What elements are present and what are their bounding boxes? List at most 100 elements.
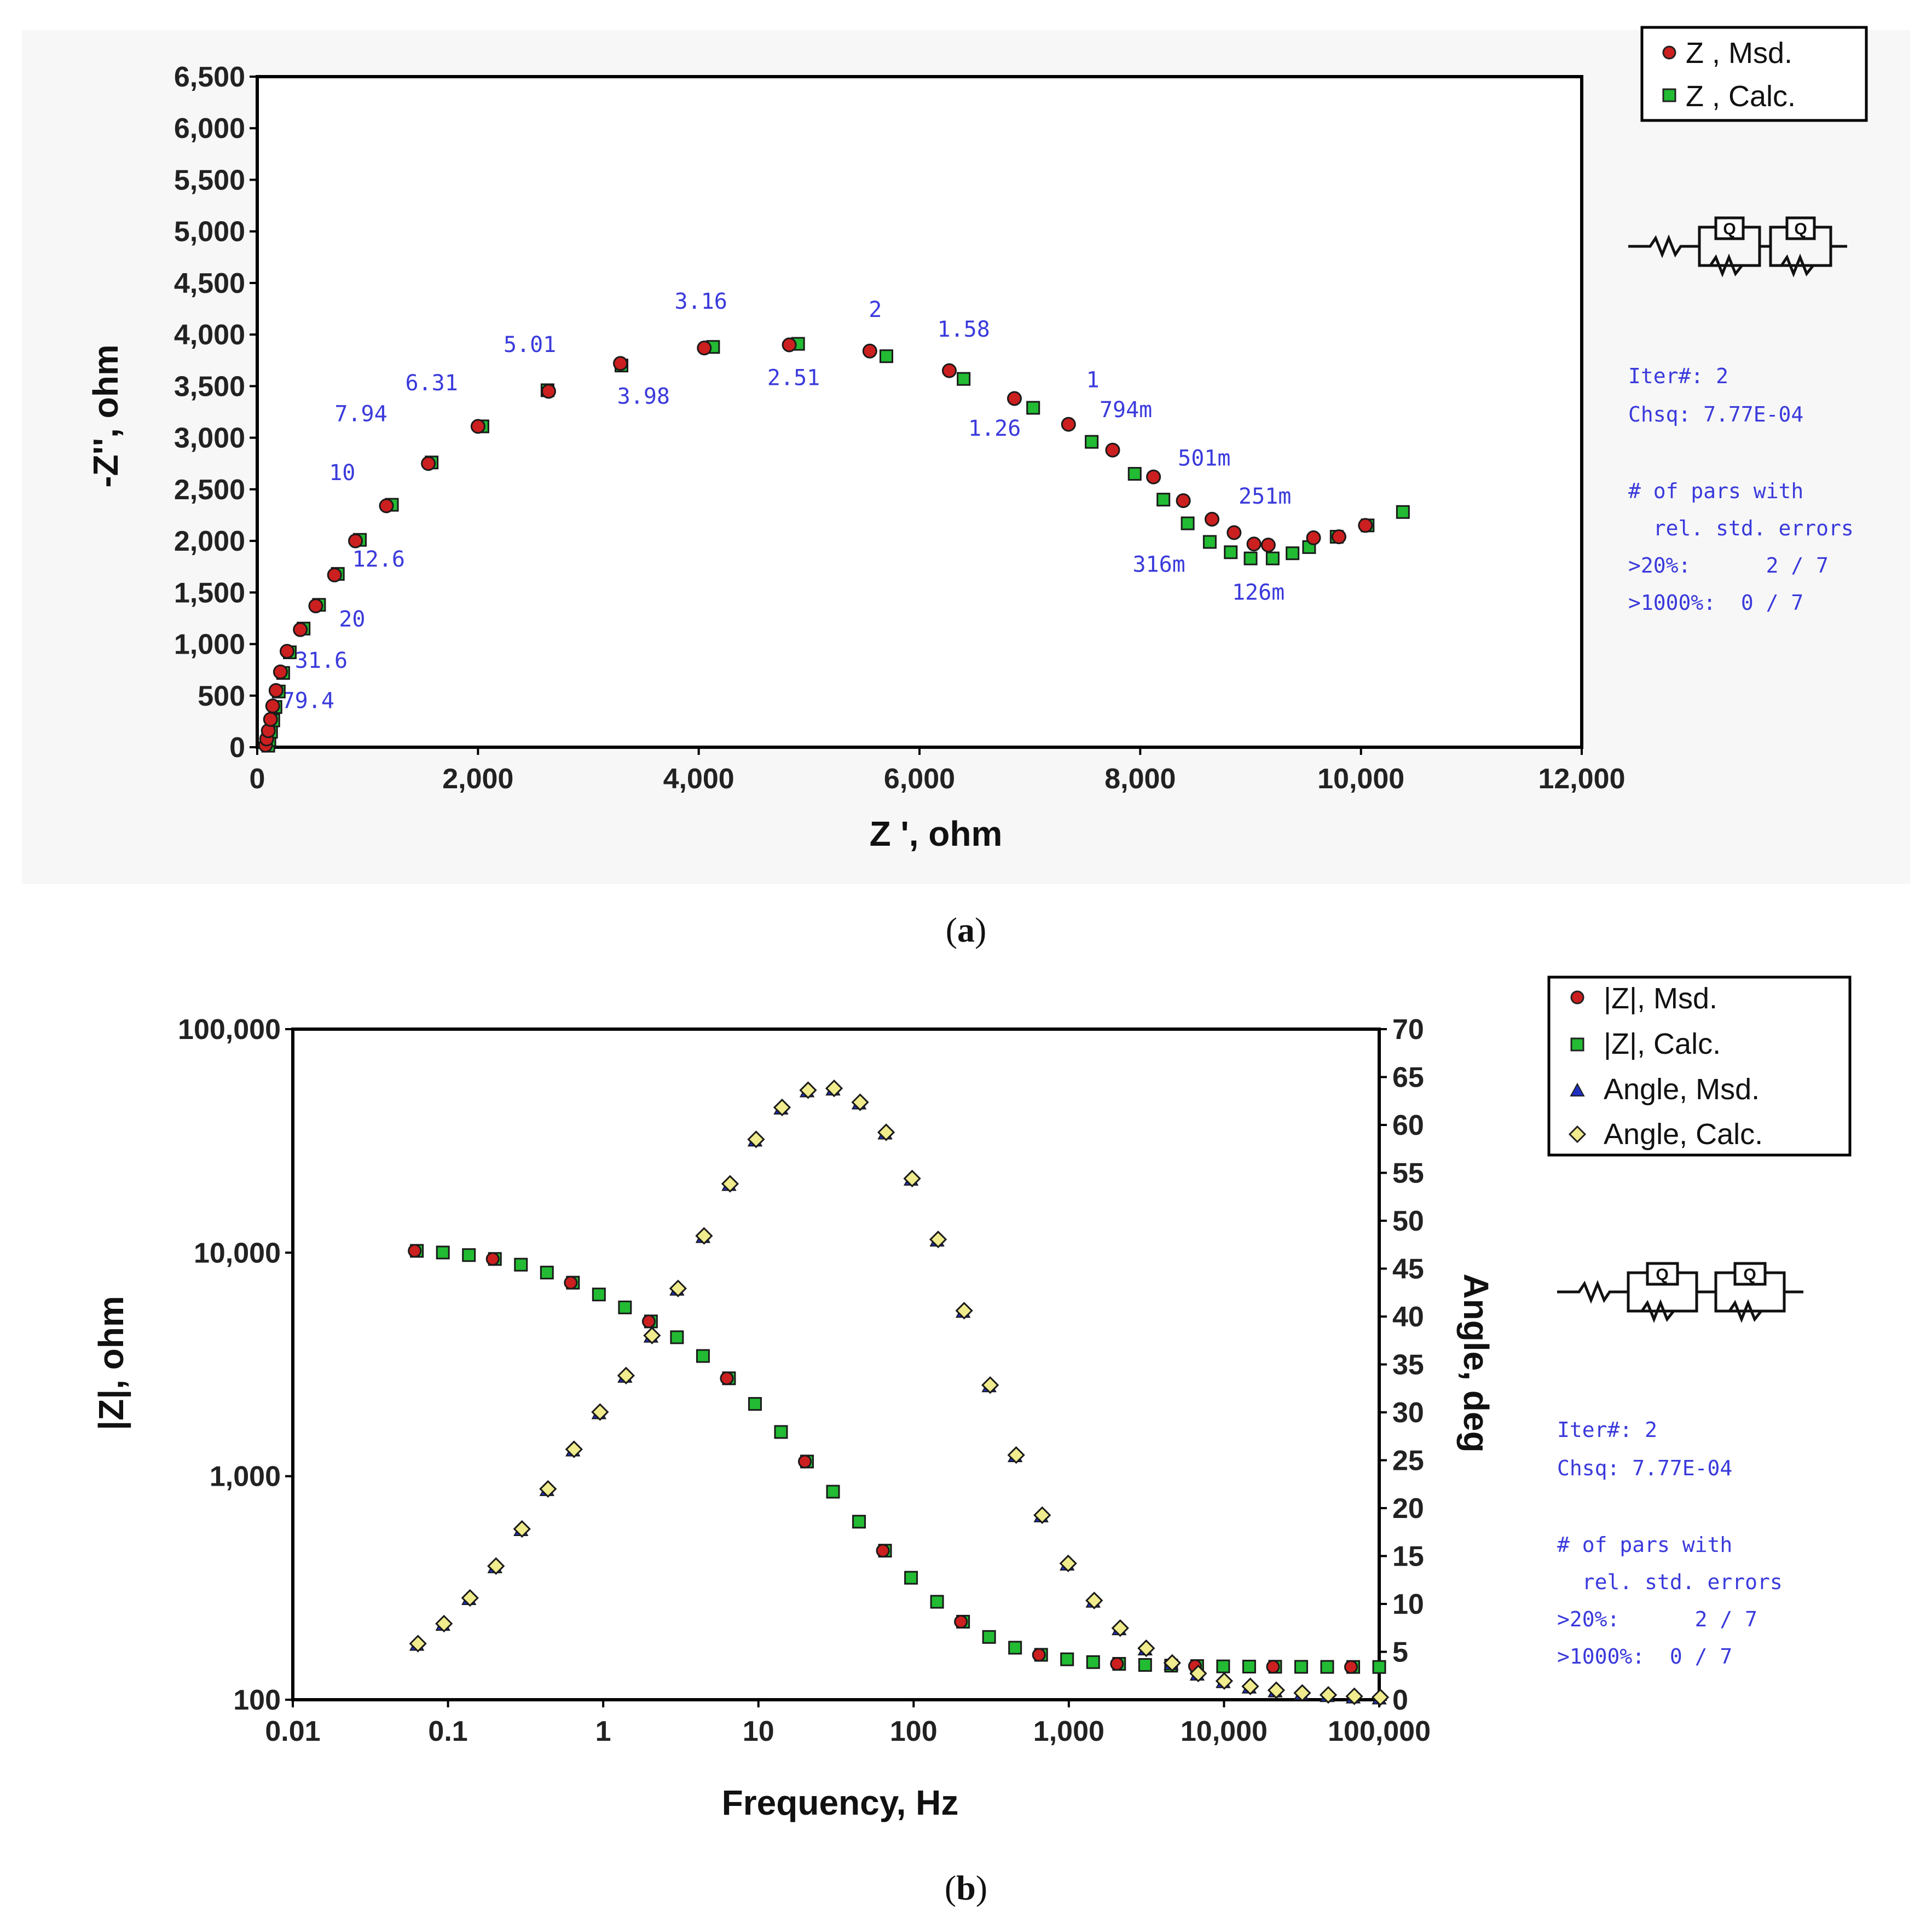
- nyquist-fit-info: Iter#: 2 Chsq: 7.77E-04 # of pars with r…: [1628, 364, 1854, 615]
- bode-absz-calc-point: [1216, 1659, 1230, 1673]
- nyquist-y-axis-label: -Z'', ohm: [86, 344, 125, 488]
- bode-absz-calc-point: [1138, 1658, 1152, 1672]
- bode-angle-calc-point: [1371, 1688, 1390, 1706]
- nyquist-y-tick-label: 4,500: [174, 268, 245, 299]
- bode-angle-calc-point: [1345, 1687, 1363, 1705]
- nyquist-msd-point: [1260, 538, 1276, 553]
- nyquist-msd-point: [348, 533, 363, 549]
- bode-angle-calc-point: [1085, 1591, 1103, 1609]
- bode-angle-calc-point: [825, 1080, 843, 1098]
- nyquist-msd-point: [782, 337, 797, 353]
- nyquist-y-ticks: 0 500 1,000 1,500 2,000 2,500 3,000 3,500 4,000 4…: [174, 61, 257, 764]
- nyquist-x-ticks: 0 2,000 4,000 6,000 8,000 10,000 12,000: [250, 747, 1626, 795]
- bode-angle-calc-point: [1033, 1506, 1051, 1524]
- nyquist-msd-point: [541, 384, 556, 399]
- bode-fit-info: Iter#: 2 Chsq: 7.77E-04 # of pars with r…: [1557, 1418, 1783, 1669]
- bode-legend: |Z|, Msd. |Z|, Calc. Angle, Msd. Angle, …: [1547, 975, 1852, 1157]
- bode-angle-calc-point: [1111, 1619, 1129, 1637]
- bode-absz-calc-point: [1086, 1655, 1100, 1669]
- caption-b: (b): [945, 1868, 987, 1907]
- bode-angle-calc-point: [1319, 1686, 1338, 1704]
- bode-y2-tick-label: 35: [1392, 1349, 1424, 1381]
- nyquist-msd-point: [1246, 536, 1262, 552]
- nyquist-frequency-label: 31.6: [295, 648, 348, 673]
- nyquist-frequency-label: 12.6: [352, 547, 405, 572]
- bode-absz-calc-point: [436, 1245, 450, 1260]
- bode-angle-calc-point: [695, 1227, 713, 1245]
- bode-angle-calc-point: [1007, 1446, 1025, 1464]
- nyquist-plot-area: [256, 75, 1583, 749]
- bode-fit-info-rel-errors: rel. std. errors: [1557, 1570, 1783, 1594]
- nyquist-x-tick-label: 4,000: [663, 763, 734, 795]
- bode-absz-calc-point: [1008, 1641, 1022, 1655]
- nyquist-x-tick-label: 8,000: [1104, 763, 1176, 795]
- nyquist-y-tick-label: 0: [229, 732, 245, 764]
- bode-absz-calc-point: [462, 1248, 476, 1262]
- bode-angle-calc-point: [903, 1169, 921, 1188]
- equivalent-circuit-icon: Q Q: [1628, 216, 1847, 278]
- nyquist-y-tick-label: 6,000: [174, 113, 245, 145]
- bode-y2-axis-label: Angle, deg: [1456, 1273, 1496, 1452]
- bode-angle-calc-point: [747, 1130, 765, 1148]
- nyquist-msd-point: [942, 363, 957, 378]
- nyquist-y-tick-label: 1,000: [174, 629, 245, 661]
- nyquist-data-points: [258, 337, 1410, 753]
- bode-x-tick-label: 0.1: [428, 1716, 467, 1747]
- bode-fit-info-20pct: >20%: 2 / 7: [1557, 1607, 1757, 1631]
- bode-equivalent-circuit-icon: Q Q: [1557, 1262, 1803, 1323]
- bode-absz-calc-point: [696, 1349, 710, 1363]
- legend-z-msd: Z , Msd.: [1686, 37, 1792, 70]
- bode-y2-tick-label: 0: [1392, 1684, 1408, 1716]
- bode-absz-msd-point: [798, 1454, 812, 1469]
- nyquist-y-tick-label: 6,500: [174, 61, 245, 93]
- bode-y-tick-label: 1,000: [210, 1461, 281, 1493]
- bode-angle-calc-point: [1267, 1681, 1286, 1699]
- nyquist-y-tick-label: 2,500: [174, 474, 245, 506]
- legend-absz-calc-square-marker: [1570, 1037, 1584, 1052]
- nyquist-legend-box: [1640, 26, 1868, 122]
- bode-absz-calc-point: [1294, 1660, 1308, 1674]
- bode-y2-tick-label: 25: [1392, 1445, 1424, 1477]
- bode-x-axis-label: Frequency, Hz: [722, 1783, 959, 1822]
- nyquist-legend: Z , Msd. Z , Calc.: [1640, 26, 1868, 122]
- nyquist-msd-point: [1227, 525, 1242, 540]
- bode-x-ticks: 0.01 0.1 1 10 100 1,000 10,000 100,000: [265, 1700, 1431, 1747]
- bode-angle-calc-point: [955, 1302, 973, 1320]
- nyquist-frequency-label: 1.58: [938, 317, 990, 342]
- nyquist-y-tick-label: 2,000: [174, 526, 245, 557]
- nyquist-calc-point: [1181, 516, 1195, 530]
- legend-calc-square-marker: [1662, 88, 1676, 102]
- bode-absz-msd-point: [641, 1314, 656, 1329]
- bode-y2-tick-label: 20: [1392, 1493, 1424, 1525]
- bode-x-tick-label: 100: [890, 1716, 938, 1747]
- nyquist-msd-point: [268, 683, 284, 698]
- nyquist-msd-point: [379, 498, 394, 513]
- nyquist-x-tick-label: 12,000: [1538, 763, 1625, 795]
- svg-text:Q: Q: [1743, 1266, 1756, 1284]
- bode-y-tick-label: 100: [233, 1684, 281, 1716]
- legend-msd-circle-marker: [1662, 45, 1676, 60]
- nyquist-msd-point: [263, 712, 278, 727]
- fit-info-rel-errors: rel. std. errors: [1628, 516, 1854, 540]
- svg-text:Q: Q: [1794, 220, 1807, 238]
- nyquist-msd-point: [280, 644, 294, 659]
- bode-plot-area: [291, 1028, 1381, 1701]
- bode-angle-calc-point: [1241, 1677, 1259, 1695]
- bode-angle-calc-point: [1189, 1664, 1207, 1683]
- legend-angle-calc: Angle, Calc.: [1604, 1118, 1763, 1151]
- nyquist-msd-point: [293, 622, 308, 637]
- nyquist-x-tick-label: 6,000: [884, 763, 955, 795]
- nyquist-msd-point: [697, 340, 712, 356]
- panel-b: 100 1,000 10,000 100,000 0 5 10 15 20 25 30 35 40 45…: [91, 975, 1852, 1822]
- bode-angle-calc-point: [1163, 1654, 1181, 1672]
- bode-y2-tick-label: 10: [1392, 1589, 1424, 1620]
- fit-info-chsq: Chsq: 7.77E-04: [1628, 402, 1803, 426]
- bode-absz-msd-point: [1266, 1660, 1280, 1674]
- nyquist-msd-point: [1146, 469, 1161, 484]
- bode-absz-msd-point: [720, 1371, 734, 1386]
- nyquist-msd-point: [470, 419, 485, 434]
- nyquist-frequency-label: 1: [1086, 367, 1100, 392]
- nyquist-msd-point: [1204, 512, 1219, 527]
- bode-absz-msd-point: [954, 1614, 968, 1629]
